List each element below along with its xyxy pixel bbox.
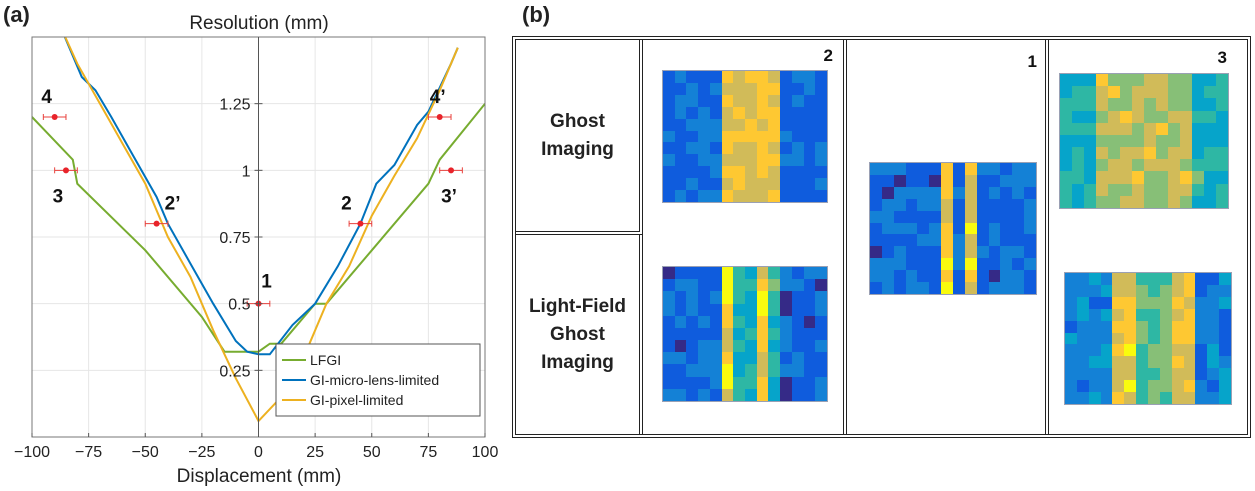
column-number: 3 xyxy=(1217,48,1227,67)
column-number: 2 xyxy=(823,46,833,65)
x-tick-label: −25 xyxy=(188,444,215,461)
y-tick-label: 0.25 xyxy=(219,363,250,380)
x-tick-label: 75 xyxy=(419,444,437,461)
column-position-2: 2 xyxy=(643,40,847,434)
column-position-3: 3 xyxy=(1049,40,1247,434)
x-tick-label: −50 xyxy=(132,444,159,461)
x-tick-label: 50 xyxy=(363,444,381,461)
lfgi-image-2 xyxy=(662,266,828,402)
point-label: 3 xyxy=(53,186,64,207)
data-point xyxy=(153,220,160,227)
column-number: 1 xyxy=(1027,52,1037,71)
data-point xyxy=(62,167,69,174)
x-tick-label: 0 xyxy=(254,444,263,461)
ghost-imaging-image-2 xyxy=(662,70,828,203)
point-label: 1 xyxy=(261,272,272,293)
data-point xyxy=(448,167,455,174)
row-label-light-field-ghost-imaging: Light-Field Ghost Imaging xyxy=(516,235,643,434)
legend-label: GI-pixel-limited xyxy=(310,392,403,408)
panel-label-a: (a) xyxy=(3,2,30,27)
x-tick-label: 100 xyxy=(472,444,499,461)
labelled-points: 4 3 2’ 1 2 4’ 3’ xyxy=(41,87,463,307)
point-label: 4 xyxy=(41,87,52,108)
y-tick-label: 0.75 xyxy=(219,230,250,247)
point-label: 2’ xyxy=(165,194,181,215)
axes: −100 −75 −50 −25 0 25 50 75 100 0.25 0.5 0.75 1 1.25 xyxy=(14,36,499,461)
point-label: 2 xyxy=(341,194,352,215)
image-comparison-table: Ghost Imaging Light-Field Ghost Imaging 2 1… xyxy=(512,36,1251,438)
column-position-1: 1 xyxy=(847,40,1049,434)
x-tick-label: 25 xyxy=(306,444,324,461)
data-point xyxy=(436,114,443,120)
x-axis-label: Displacement (mm) xyxy=(177,466,342,487)
ghost-imaging-image-3 xyxy=(1059,73,1229,209)
x-tick-label: −75 xyxy=(75,444,102,461)
y-tick-label: 1.25 xyxy=(219,97,250,114)
data-point xyxy=(51,114,58,120)
row-label-ghost-imaging: Ghost Imaging xyxy=(516,40,643,235)
resolution-chart: 4 3 2’ 1 2 4’ 3’ −100 −75 −50 −25 0 25 50 75 100 0.25 0.… xyxy=(14,13,499,487)
point-label: 3’ xyxy=(441,186,457,207)
legend: LFGI GI-micro-lens-limited GI-pixel-limite… xyxy=(275,343,481,417)
center-image-1 xyxy=(869,162,1037,295)
x-tick-label: −100 xyxy=(14,444,50,461)
point-label: 4’ xyxy=(430,87,446,108)
y-tick-label: 1 xyxy=(242,163,251,180)
legend-label: GI-micro-lens-limited xyxy=(310,372,439,388)
chart-title: Resolution (mm) xyxy=(189,13,328,34)
panel-label-b: (b) xyxy=(522,2,551,27)
lfgi-image-3 xyxy=(1064,272,1232,405)
y-tick-label: 0.5 xyxy=(228,297,250,314)
series-line xyxy=(32,103,485,353)
legend-label: LFGI xyxy=(310,352,341,368)
data-point xyxy=(357,220,364,227)
